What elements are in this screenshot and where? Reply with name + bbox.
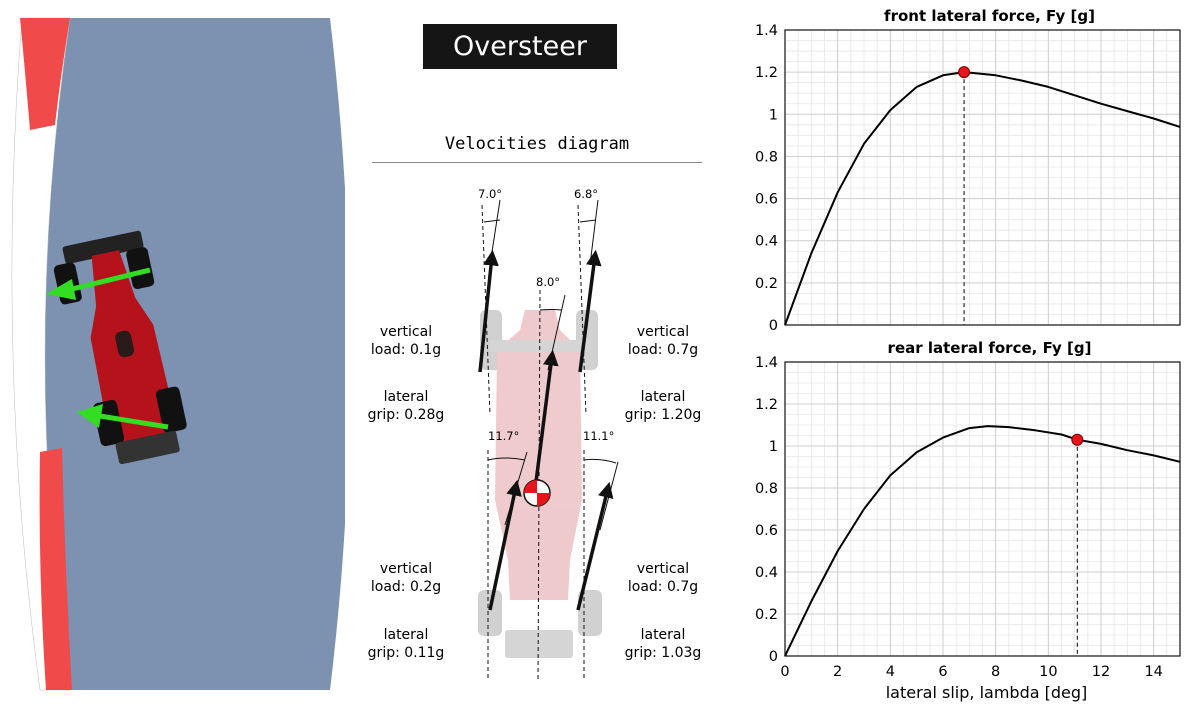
center-of-gravity-icon: [523, 479, 551, 507]
rear-chart-x-tick-label: 14: [1144, 664, 1162, 680]
kerb-red-top: [20, 18, 70, 130]
front-chart-y-tick-label: 0.8: [755, 149, 778, 165]
velocity-diagram: [478, 199, 619, 681]
velocity-arrows: [478, 249, 614, 611]
rear-right-velocity-arrow: [576, 481, 614, 611]
diagram-heading: Velocities diagram: [444, 134, 630, 154]
rear-chart-x-axis-label: lateral slip, lambda [deg]: [886, 683, 1088, 702]
rear-chart-y-tick-label: 0.6: [755, 523, 778, 539]
front-chart-y-tick-label: 1: [769, 107, 778, 123]
rear-left-load-label: vertical load: 0.2g: [370, 561, 442, 595]
front-right-grip-label: lateral grip: 1.20g: [624, 389, 702, 423]
front-chart-curve: [784, 71, 1181, 326]
front-chart-title: front lateral force, Fy [g]: [884, 7, 1095, 25]
front-chart-operating-point: [958, 66, 971, 79]
rear-chart-operating-point: [1071, 433, 1084, 446]
divider: [372, 162, 702, 163]
front-lateral-force-chart: 0 0.2 0.4 0.6 0.8 1 1.2 1.4 front lateral force,…: [755, 7, 1181, 334]
center-velocity-arrow: [533, 349, 559, 491]
rear-left-velocity-arrow: [488, 479, 522, 611]
rear-right-grip-label: lateral grip: 1.03g: [624, 627, 702, 661]
rear-lateral-force-chart: 0 0.2 0.4 0.6 0.8 1 1.2 1.4 0 2 4 6 8 10 12 14 rear late…: [755, 339, 1181, 702]
front-right-velocity-arrow: [578, 249, 602, 373]
rear-chart-x-tick-label: 0: [780, 664, 789, 680]
rear-right-angle: 11.1°: [583, 429, 615, 443]
front-right-load-label: vertical load: 0.7g: [627, 324, 699, 358]
rear-chart-y-tick-label: 0.8: [755, 481, 778, 497]
front-left-velocity-arrow: [478, 249, 499, 373]
rear-chart-y-tick-label: 1.4: [755, 355, 778, 371]
rear-chart-x-tick-label: 4: [886, 664, 895, 680]
front-chart-plot-frame: [784, 29, 1181, 326]
rear-chart-x-tick-label: 8: [991, 664, 1000, 680]
front-left-load-label: vertical load: 0.1g: [370, 324, 442, 358]
rear-chart-y-tick-label: 0.2: [755, 607, 778, 623]
front-force-arrow: [46, 267, 151, 300]
front-chart-y-tick-label: 0: [769, 318, 778, 334]
rear-chart-y-tick-label: 1: [769, 439, 778, 455]
front-chart-y-tick-label: 0.4: [755, 234, 778, 250]
track-illustration: [11, 17, 345, 691]
page-title: Oversteer: [423, 24, 617, 69]
front-chart-y-tick-label: 0.2: [755, 276, 778, 292]
rear-chart-title: rear lateral force, Fy [g]: [888, 339, 1092, 357]
front-chart-y-tick-label: 1.2: [755, 65, 778, 81]
front-chart-y-tick-label: 1.4: [755, 23, 778, 39]
rear-chart-curve: [784, 425, 1181, 657]
track-surface: [45, 18, 345, 690]
rear-chart-y-tick-label: 0: [769, 649, 778, 665]
rear-left-angle: 11.7°: [488, 429, 520, 443]
rear-force-arrow: [77, 404, 169, 430]
car-top-view: [53, 230, 187, 465]
rear-chart-x-tick-label: 12: [1092, 664, 1110, 680]
rear-left-grip-label: lateral grip: 0.11g: [367, 627, 445, 661]
rear-chart-x-tick-label: 10: [1039, 664, 1057, 680]
front-left-angle: 7.0°: [478, 187, 503, 201]
rear-chart-x-tick-label: 2: [833, 664, 842, 680]
front-chart-y-tick-label: 0.6: [755, 192, 778, 208]
rear-chart-x-tick-label: 6: [938, 664, 947, 680]
rear-chart-y-tick-label: 1.2: [755, 397, 778, 413]
front-left-grip-label: lateral grip: 0.28g: [367, 389, 445, 423]
rear-right-load-label: vertical load: 0.7g: [627, 561, 699, 595]
kerb-red-bottom: [39, 448, 72, 690]
front-right-angle: 6.8°: [574, 187, 599, 201]
center-angle: 8.0°: [536, 275, 561, 289]
rear-chart-plot-frame: [784, 361, 1181, 657]
rear-chart-y-tick-label: 0.4: [755, 565, 778, 581]
